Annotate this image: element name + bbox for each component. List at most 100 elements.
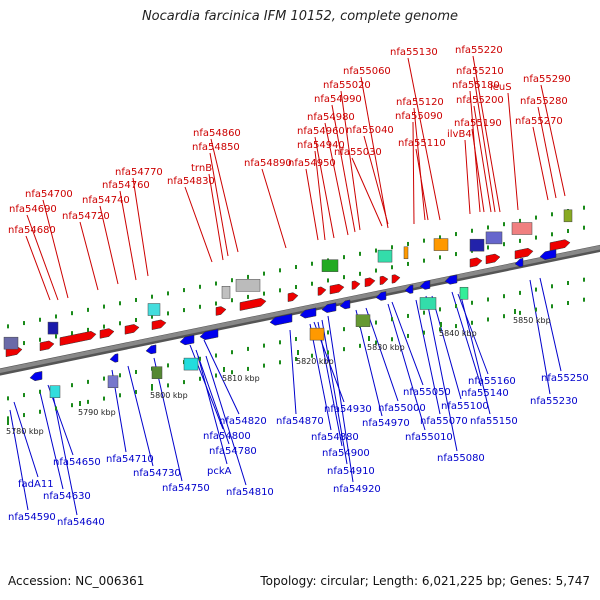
gene-label-reverse: nfa54730	[133, 468, 181, 479]
forward-gene	[39, 340, 55, 352]
gene-labels: nfa54680 nfa54690 nfa54700 nfa54720 nfa54740…	[8, 45, 589, 528]
leader-line	[413, 107, 426, 221]
reverse-gene	[339, 299, 351, 310]
feature-block	[321, 259, 339, 272]
gene-label-forward: ilvB4	[447, 129, 472, 140]
forward-gene	[317, 286, 327, 296]
gene-label-reverse: nfa54800	[203, 431, 251, 442]
gene-label-forward: nfa54850	[192, 142, 240, 153]
leader-line	[210, 138, 239, 253]
gene-label-forward: nfa55090	[395, 111, 443, 122]
forward-gene	[239, 297, 267, 311]
gene-label-forward: nfa55290	[523, 74, 571, 85]
leader-line	[327, 315, 354, 483]
gene-features	[3, 209, 573, 398]
scale-label: 5780 kbp	[6, 427, 44, 436]
gene-label-reverse: nfa54710	[106, 454, 154, 465]
leader-line	[42, 199, 69, 299]
gene-label-forward: nfa54700	[25, 189, 73, 200]
gene-label-reverse: nfa54810	[226, 487, 274, 498]
gene-label-reverse: nfa55250	[541, 373, 589, 384]
feature-block	[151, 366, 163, 379]
gene-label-reverse: nfa55230	[530, 396, 578, 407]
gene-label-forward: nfa54760	[102, 180, 150, 191]
gene-label-reverse: nfa54880	[311, 432, 359, 443]
gene-label-reverse: nfa54780	[209, 446, 257, 457]
gene-label-forward: nfa54860	[193, 128, 241, 139]
gene-label-forward: nfa55020	[323, 80, 371, 91]
gene-label-reverse: nfa55100	[441, 401, 489, 412]
gene-label-reverse: nfa55010	[405, 432, 453, 443]
scale-label: 5840 kbp	[439, 329, 477, 338]
forward-gene	[391, 274, 401, 284]
leader-line	[289, 329, 297, 415]
gene-label-reverse: nfa54870	[276, 416, 324, 427]
leader-line	[184, 186, 213, 263]
leader-line	[331, 104, 356, 233]
accession-text: Accession: NC_006361	[8, 574, 145, 588]
reverse-gene	[299, 307, 317, 319]
feature-block	[221, 286, 231, 299]
leader-line	[208, 173, 224, 261]
feature-block	[563, 209, 573, 223]
gene-label-forward: nfa54770	[115, 167, 163, 178]
leader-line	[540, 84, 566, 197]
gene-label-forward: nfa55270	[515, 116, 563, 127]
reverse-gene	[321, 302, 337, 313]
feature-block	[433, 238, 449, 251]
leader-line	[197, 355, 228, 465]
gene-label-reverse: nfa55140	[461, 388, 509, 399]
feature-block	[3, 336, 19, 350]
reverse-gene	[109, 353, 119, 363]
leader-line	[412, 121, 415, 225]
gene-label-forward: nfa54980	[307, 112, 355, 123]
leader-line	[132, 177, 149, 277]
forward-gene	[351, 280, 361, 290]
leader-line	[340, 90, 361, 231]
gene-label-reverse: nfa55000	[378, 403, 426, 414]
leader-line	[203, 339, 240, 415]
reverse-gene	[145, 344, 157, 355]
backbone-layer	[0, 205, 600, 421]
leader-line	[365, 307, 399, 402]
feature-block	[355, 314, 371, 327]
gene-label-forward: nfa55210	[456, 66, 504, 77]
gene-label-forward: nfa55060	[343, 66, 391, 77]
reverse-gene	[444, 274, 458, 285]
leader-line	[464, 139, 471, 215]
leader-line	[391, 301, 424, 386]
leader-line	[425, 295, 458, 452]
leader-line	[314, 150, 326, 241]
scale-label: 5800 kbp	[150, 391, 188, 400]
feature-block	[47, 321, 59, 335]
forward-gene	[549, 239, 571, 252]
leader-line	[407, 57, 441, 221]
leader-line	[26, 214, 59, 301]
leader-line	[324, 122, 349, 236]
gene-label-reverse: nfa54970	[362, 418, 410, 429]
leader-line	[119, 190, 137, 281]
gene-label-forward: nfa54690	[9, 204, 57, 215]
gene-label-reverse: pckA	[207, 466, 232, 477]
forward-gene	[379, 275, 389, 286]
leader-line	[351, 157, 383, 227]
leader-line	[539, 277, 562, 372]
gene-label-forward: nfa54720	[62, 211, 110, 222]
feature-block	[377, 249, 393, 263]
leader-line	[363, 135, 389, 225]
scale-labels: 5780 kbp 5790 kbp 5800 kbp 5810 kbp 5820 kbp…	[6, 309, 551, 436]
forward-gene	[485, 253, 501, 265]
leader-line	[431, 295, 462, 400]
leader-line	[13, 401, 39, 478]
forward-gene	[99, 328, 115, 339]
gene-label-reverse: nfa54650	[53, 457, 101, 468]
leader-line	[537, 106, 557, 199]
scale-label: 5810 kbp	[222, 374, 260, 383]
gene-label-forward: leuS	[490, 82, 512, 93]
leader-line	[305, 168, 319, 241]
leader-line	[469, 90, 481, 213]
feature-block	[469, 238, 485, 252]
leader-line	[261, 168, 287, 249]
leader-line	[321, 319, 348, 465]
gene-label-forward: nfa55190	[454, 118, 502, 129]
